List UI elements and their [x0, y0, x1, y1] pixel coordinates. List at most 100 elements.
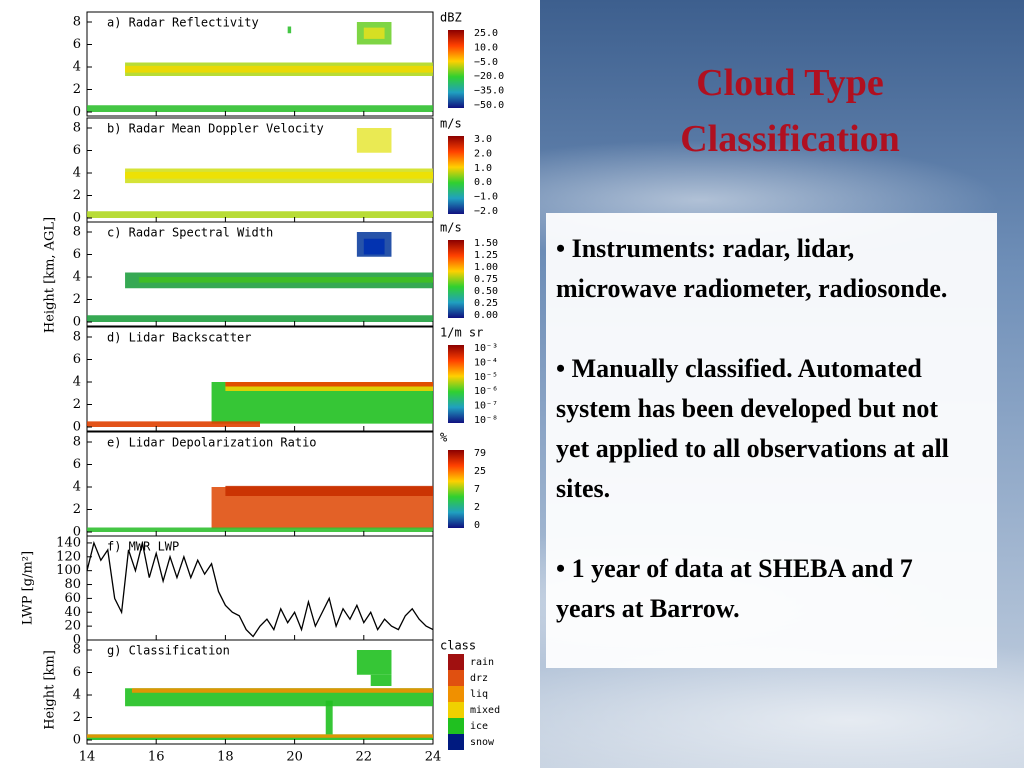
legend-label: liq — [470, 689, 488, 700]
colorbar — [448, 450, 464, 528]
legend-swatch — [448, 734, 464, 750]
y-tick-label: 4 — [73, 375, 81, 390]
cloud-image — [87, 211, 433, 218]
legend-swatch — [448, 702, 464, 718]
y-tick-label: 2 — [73, 397, 81, 412]
colorbar-label: 10.0 — [474, 42, 498, 53]
y-tick-label: 6 — [73, 457, 81, 472]
panel-label: a) Radar Reflectivity — [107, 16, 259, 30]
y-tick-label: 0 — [73, 633, 81, 648]
colorbar-label: 1.00 — [474, 262, 498, 273]
cloud-image — [125, 171, 433, 179]
y-tick-label: 0 — [73, 525, 81, 540]
cloud-image — [87, 315, 433, 322]
x-tick-label: 14 — [79, 750, 96, 765]
y-tick-label: 6 — [73, 37, 81, 52]
cloud-image — [131, 688, 434, 693]
cloud-image — [363, 27, 385, 39]
colorbar-unit: 1/m sr — [440, 326, 483, 340]
colorbar-label: 79 — [474, 448, 486, 459]
y-tick-label: 8 — [73, 15, 81, 30]
cloud-image — [87, 734, 433, 738]
cloud-image — [356, 650, 392, 675]
y-tick-label: 8 — [73, 225, 81, 240]
y-axis-label: Height [km, AGL] — [43, 217, 58, 333]
colorbar-label: −1.0 — [474, 192, 498, 203]
y-tick-label: 8 — [73, 435, 81, 450]
legend-swatch — [448, 670, 464, 686]
colorbar-unit: m/s — [440, 221, 462, 235]
colorbar-label: 2 — [474, 502, 480, 513]
cloud-image — [356, 128, 392, 153]
colorbar-label: 0.25 — [474, 298, 498, 309]
colorbar-unit: m/s — [440, 117, 462, 131]
y-tick-label: 40 — [64, 605, 81, 620]
x-tick-label: 24 — [425, 750, 442, 765]
colorbar-label: 0.50 — [474, 286, 498, 297]
y-tick-label: 120 — [56, 549, 81, 564]
y-tick-label: 2 — [73, 292, 81, 307]
panel-label: d) Lidar Backscatter — [107, 331, 252, 345]
cloud-image — [87, 527, 433, 532]
colorbar-unit: class — [440, 639, 476, 653]
y-tick-label: 140 — [56, 535, 81, 550]
y-tick-label: 2 — [73, 188, 81, 203]
figure: Height [km, AGL] LWP [g/m²] Height [km] … — [20, 10, 505, 765]
cloud-image — [363, 238, 385, 255]
bullet: • 1 year of data at SHEBA and 7 years at… — [556, 554, 913, 623]
lwp-line — [86, 540, 434, 638]
colorbar — [448, 30, 464, 108]
y-tick-label: 6 — [73, 247, 81, 262]
bullet: • Instruments: radar, lidar, microwave r… — [556, 234, 948, 303]
legend-label: mixed — [470, 705, 500, 716]
panel-label: g) Classification — [107, 644, 230, 658]
y-tick-label: 100 — [56, 563, 81, 578]
cloud-image — [125, 65, 433, 73]
colorbar-label: 7 — [474, 484, 480, 495]
y-tick-label: 2 — [73, 82, 81, 97]
colorbar-label: 10⁻⁴ — [474, 357, 498, 368]
colorbar-label: 3.0 — [474, 134, 492, 145]
x-tick-label: 16 — [148, 750, 165, 765]
y-tick-label: 6 — [73, 143, 81, 158]
colorbar-unit: % — [440, 431, 448, 445]
legend-swatch — [448, 718, 464, 734]
y-tick-label: 0 — [73, 105, 81, 120]
colorbar-label: 1.0 — [474, 163, 492, 174]
colorbar-label: 0.0 — [474, 177, 492, 188]
cloud-image — [325, 700, 333, 735]
colorbar-label: 10⁻³ — [474, 343, 498, 354]
colorbar-unit: dBZ — [440, 11, 462, 25]
legend-label: ice — [470, 721, 488, 732]
cloud-image — [287, 26, 292, 34]
y-tick-label: 8 — [73, 330, 81, 345]
colorbar-label: −35.0 — [474, 86, 504, 97]
colorbar-label: −5.0 — [474, 57, 498, 68]
y-tick-label: 4 — [73, 480, 81, 495]
colorbar — [448, 240, 464, 318]
colorbar-label: 10⁻⁸ — [474, 415, 498, 426]
cloud-image — [370, 674, 392, 686]
y-tick-label: 20 — [64, 619, 81, 634]
legend-label: rain — [470, 657, 494, 668]
colorbar — [448, 345, 464, 423]
x-tick-label: 22 — [356, 750, 373, 765]
colorbar-label: 25.0 — [474, 28, 498, 39]
colorbar-label: 0.00 — [474, 310, 498, 321]
cloud-image — [87, 105, 433, 112]
colorbar-label: 2.0 — [474, 148, 492, 159]
y-tick-label: 4 — [73, 688, 81, 703]
bullet-box: • Instruments: radar, lidar, microwave r… — [546, 213, 997, 668]
colorbar-label: 1.50 — [474, 238, 498, 249]
y-tick-label: 2 — [73, 710, 81, 725]
legend-swatch — [448, 654, 464, 670]
y-tick-label: 60 — [64, 591, 81, 606]
cloud-image — [225, 382, 433, 387]
colorbar — [448, 136, 464, 214]
y-tick-label: 0 — [73, 211, 81, 226]
y-tick-label: 0 — [73, 315, 81, 330]
colorbar-label: −50.0 — [474, 100, 504, 111]
y-tick-label: 4 — [73, 60, 81, 75]
panel-label: c) Radar Spectral Width — [107, 226, 273, 240]
